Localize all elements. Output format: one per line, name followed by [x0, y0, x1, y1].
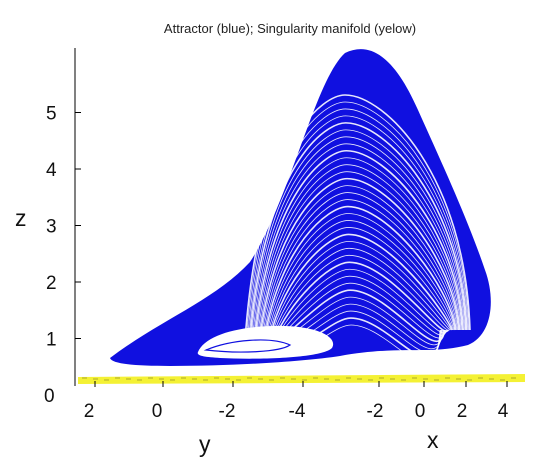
orbit-gap: [270, 240, 452, 341]
x-tick-label: -2: [367, 401, 384, 422]
orbit-gap: [268, 233, 453, 341]
orbit-gap: [271, 247, 451, 341]
y-axis-label: y: [199, 431, 211, 457]
orbit-gap: [253, 149, 464, 341]
z-axis-label: z: [15, 205, 27, 231]
y-tick-label: 0: [152, 401, 163, 422]
orbit-gap: [278, 289, 446, 343]
orbit-gap: [253, 143, 465, 341]
orbit-gap: [250, 129, 466, 341]
orbit-gap: [255, 157, 463, 341]
manifold-band: [78, 374, 525, 384]
z-tick-label: 3: [46, 217, 57, 238]
orbit-gap: [261, 192, 458, 341]
orbit-gap: [258, 177, 460, 341]
attractor-hole: [197, 325, 334, 359]
x-tick-label: 0: [415, 401, 426, 422]
orbit-gap: [263, 205, 457, 341]
z-tick-label: 0: [44, 386, 55, 407]
z-ticks: 0 1 2 3 4 5: [44, 104, 81, 407]
z-tick-label: 5: [46, 104, 57, 125]
orbit-gap: [247, 108, 469, 341]
orbit-gap: [266, 220, 455, 341]
orbit-gap: [260, 185, 459, 341]
orbit-gap: [251, 136, 465, 341]
orbit-gap: [257, 171, 461, 341]
y-tick-label: -4: [289, 401, 306, 422]
xy-ticks: 2 0 -2 -4 -2 0 2 4: [84, 381, 509, 422]
chart-title: Attractor (blue); Singularity manifold (…: [164, 21, 416, 36]
orbit-gap: [248, 115, 468, 341]
orbit-gap: [244, 94, 471, 341]
orbit-gap: [280, 296, 445, 346]
y-tick-label: -2: [219, 401, 236, 422]
inner-orbit: [203, 339, 292, 353]
orbit-gap: [265, 213, 455, 341]
y-tick-label: 2: [84, 401, 95, 422]
orbit-gap: [267, 227, 454, 341]
x-tick-label: 4: [498, 401, 509, 422]
z-tick-label: 1: [46, 330, 57, 351]
attractor-trajectory: [110, 49, 491, 366]
orbit-gap: [272, 254, 450, 341]
x-axis-label: x: [427, 427, 439, 453]
z-tick-label: 4: [46, 160, 57, 181]
orbit-gap: [249, 122, 468, 341]
orbit-gap: [273, 261, 449, 341]
orbit-gap: [277, 282, 446, 341]
orbit-gap: [276, 275, 447, 341]
orbit-gap: [245, 101, 470, 341]
orbit-gap: [274, 268, 448, 341]
z-tick-label: 2: [46, 273, 57, 294]
orbit-gap: [262, 199, 457, 341]
orbit-gap: [256, 164, 462, 341]
x-tick-label: 2: [457, 401, 468, 422]
singularity-manifold: [78, 374, 525, 384]
